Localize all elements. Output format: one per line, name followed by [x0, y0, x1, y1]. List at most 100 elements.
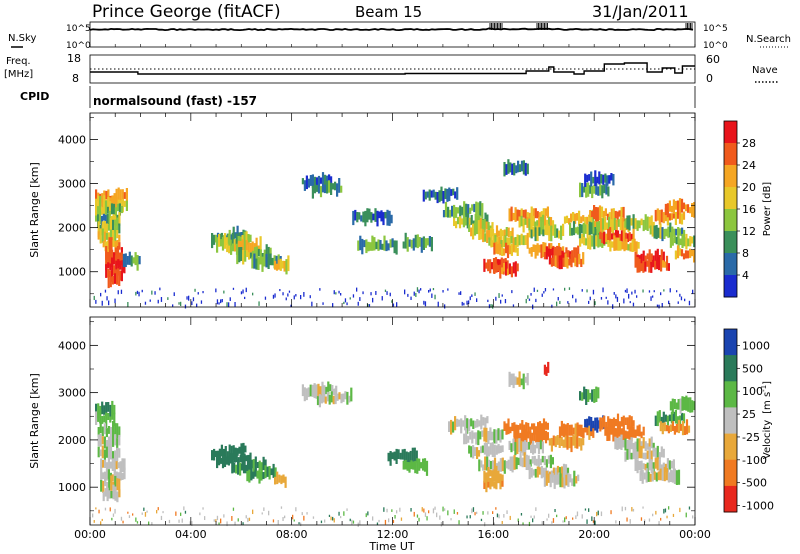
power-echo-cell	[610, 208, 613, 224]
velocity-echo-cell	[489, 477, 492, 490]
power-echo-cell	[516, 234, 519, 247]
power-echo-cell	[545, 246, 548, 260]
power-ground-cell	[226, 302, 228, 307]
power-echo-cell	[611, 219, 614, 234]
power-echo-cell	[524, 235, 527, 245]
power-echo-cell	[650, 215, 653, 227]
power-echo-cell	[522, 218, 525, 233]
power-echo-cell	[283, 260, 286, 272]
power-echo-cell	[572, 221, 576, 236]
power-echo-cell	[601, 232, 604, 244]
power-ground-cell	[242, 289, 244, 294]
velocity-echo-cell	[521, 457, 524, 468]
power-echo-cell	[123, 192, 126, 199]
velocity-ground-cell	[496, 513, 499, 518]
power-ground-cell	[138, 291, 140, 297]
power-echo-cell	[622, 230, 625, 245]
velocity-echo-cell	[106, 482, 109, 491]
power-echo-cell	[599, 232, 602, 247]
power-echo-cell	[253, 253, 256, 269]
velocity-echo-cell	[401, 449, 404, 460]
velocity-ground-cell	[359, 520, 361, 525]
power-echo-region	[649, 222, 686, 242]
velocity-echo-cell	[683, 396, 686, 411]
power-echo-cell	[642, 250, 645, 264]
velocity-echo-cell	[105, 440, 108, 449]
power-echo-cell	[607, 216, 611, 233]
cpid-program: normalsound (fast) -157	[93, 94, 257, 108]
power-echo-cell	[678, 248, 682, 256]
velocity-ground-cell	[252, 509, 254, 515]
power-echo-cell	[483, 258, 486, 272]
velocity-ground-cell	[112, 513, 115, 517]
velocity-echo-cell	[229, 453, 232, 464]
power-echo-cell	[646, 260, 649, 267]
power-ground-cell	[628, 293, 630, 299]
power-echo-cell	[663, 228, 666, 239]
velocity-echo-cell	[252, 471, 255, 479]
power-echo-cell	[679, 228, 682, 236]
power-ground-cell	[488, 304, 491, 309]
velocity-ground-cell	[472, 507, 475, 512]
power-echo-cell	[307, 178, 310, 188]
power-echo-cell	[102, 241, 105, 248]
power-echo-cell	[637, 242, 640, 249]
power-ground-cell	[631, 291, 633, 295]
power-echo-cell	[655, 225, 658, 240]
power-echo-cell	[471, 204, 474, 211]
velocity-echo-cell	[618, 437, 621, 449]
power-echo-cell	[540, 211, 543, 222]
power-echo-cell	[587, 182, 590, 197]
power-echo-cell	[243, 231, 246, 245]
power-echo-region	[493, 241, 519, 259]
power-echo-cell	[98, 211, 102, 225]
velocity-ground-cell	[232, 507, 235, 511]
power-echo-cell	[395, 240, 398, 255]
velocity-ground-cell	[444, 508, 446, 511]
velocity-echo-cell	[658, 452, 661, 460]
velocity-ground-cell	[498, 514, 500, 519]
velocity-echo-cell	[233, 456, 236, 463]
power-echo-cell	[683, 237, 686, 247]
velocity-ground-cell	[365, 513, 367, 518]
velocity-echo-cell	[666, 458, 669, 473]
velocity-echo-region	[624, 444, 665, 464]
velocity-echo-cell	[586, 423, 589, 436]
velocity-ground-cell	[384, 519, 387, 525]
power-echo-cell	[674, 200, 677, 210]
power-echo-cell	[249, 252, 253, 259]
power-ground-cell	[535, 298, 537, 303]
velocity-echo-cell	[463, 433, 466, 445]
power-echo-cell	[107, 262, 110, 269]
velocity-echo-cell	[559, 473, 562, 488]
velocity-echo-cell	[566, 423, 569, 436]
velocity-echo-cell	[515, 424, 518, 436]
power-echo-cell	[119, 189, 122, 201]
velocity-echo-cell	[525, 431, 528, 443]
velocity-echo-cell	[518, 438, 521, 452]
power-echo-cell	[380, 210, 383, 222]
power-echo-cell	[112, 214, 115, 226]
power-ground-cell	[629, 301, 631, 304]
x-tick-label: 04:00	[175, 528, 207, 541]
power-echo-cell	[573, 247, 576, 258]
power-echo-cell	[105, 251, 108, 266]
velocity-echo-cell	[487, 446, 490, 457]
velocity-echo-cell	[560, 436, 563, 446]
velocity-ground-cell	[532, 518, 534, 523]
power-ground-cell	[581, 289, 583, 292]
power-ground-cell	[160, 297, 163, 302]
power-echo-cell	[618, 233, 621, 244]
power-echo-cell	[236, 250, 239, 265]
power-ground-cell	[120, 289, 123, 294]
power-echo-cell	[607, 186, 610, 197]
velocity-echo-cell	[395, 448, 398, 464]
power-echo-cell	[109, 255, 112, 265]
velocity-echo-cell	[539, 430, 542, 444]
power-echo-cell	[125, 200, 128, 211]
power-ground-cell	[676, 290, 678, 293]
power-echo-cell	[478, 230, 481, 240]
power-ground-cell	[551, 304, 553, 308]
power-echo-cell	[656, 259, 659, 270]
power-ground-cell	[389, 292, 391, 297]
